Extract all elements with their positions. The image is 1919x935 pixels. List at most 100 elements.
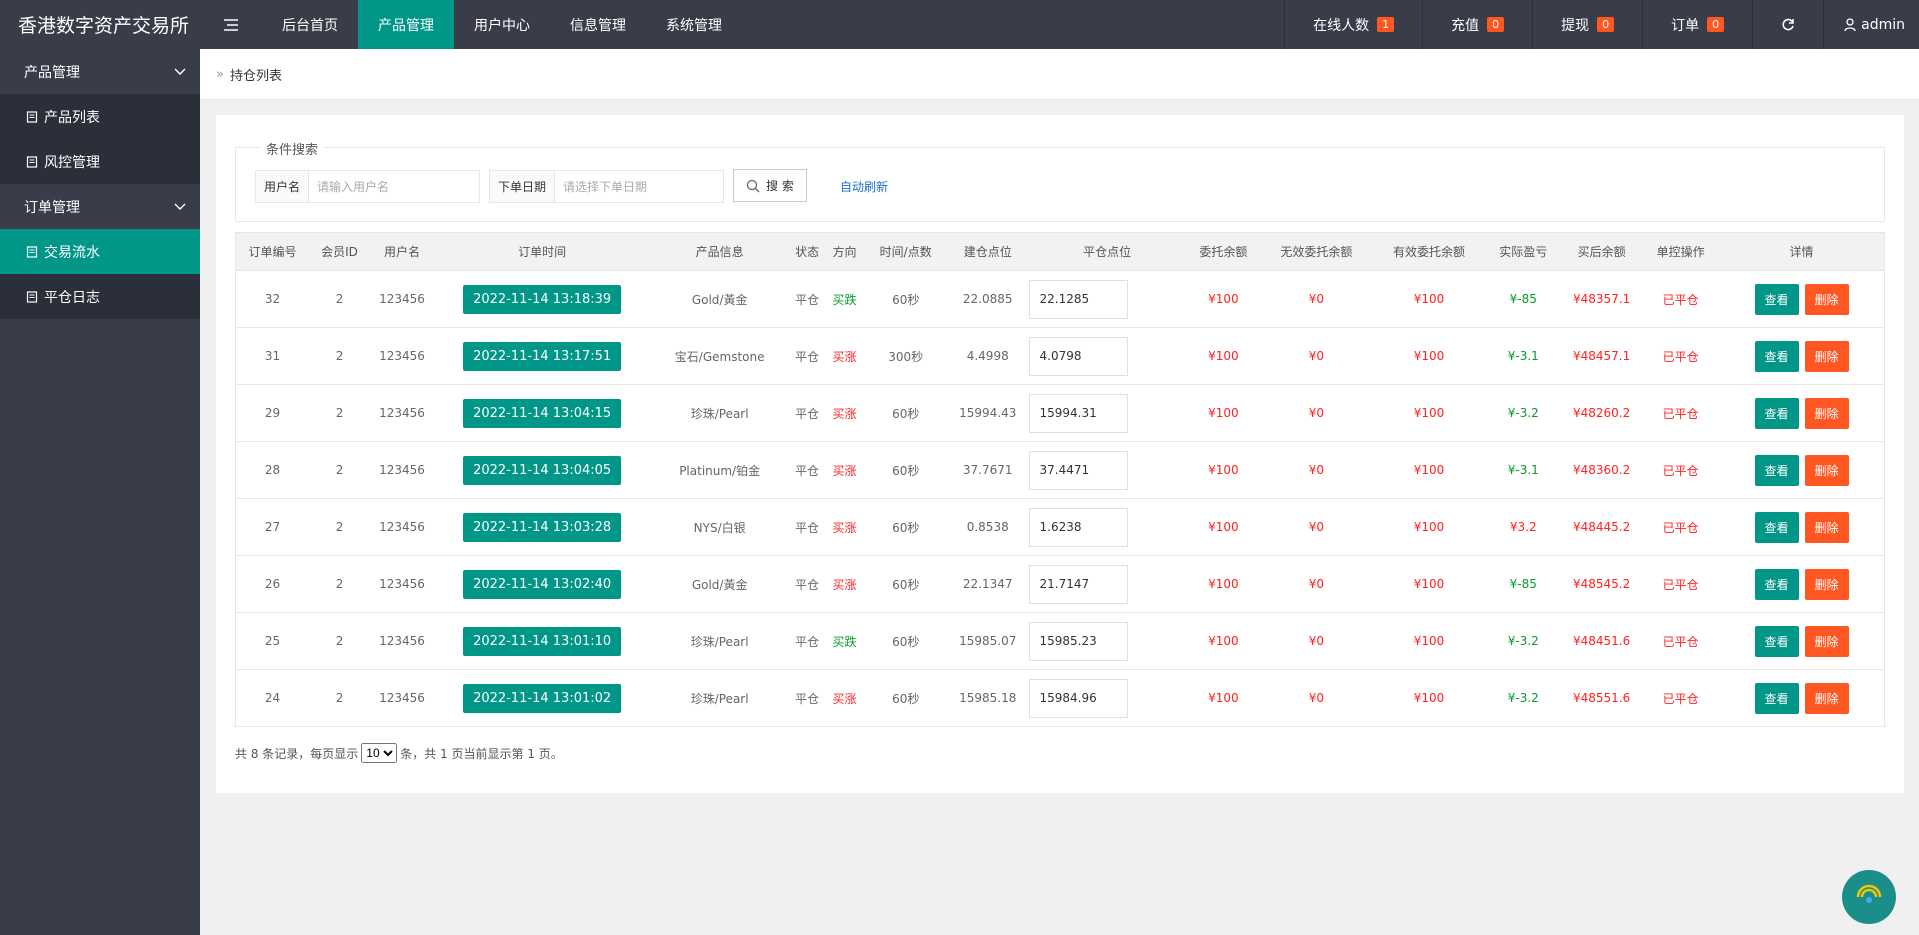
cell: 买涨	[825, 669, 864, 727]
cell: 22.1347	[947, 555, 1028, 613]
cell-text: 平仓	[795, 577, 820, 592]
menu-toggle[interactable]	[200, 0, 262, 49]
refresh[interactable]	[1752, 0, 1823, 49]
nav-item[interactable]: 用户中心	[474, 17, 530, 34]
delete-button[interactable]: 删除	[1804, 283, 1849, 315]
cell: 平仓	[788, 384, 826, 442]
menu-item[interactable]: 交易流水	[0, 229, 200, 274]
close-price-input[interactable]: 4.0798	[1028, 336, 1128, 376]
menu-item-label: 交易流水	[44, 244, 100, 261]
delete-button[interactable]: 删除	[1804, 397, 1849, 429]
search-button[interactable]: 搜 索	[733, 169, 807, 202]
menu-group[interactable]: 产品管理	[0, 49, 200, 94]
cell-text: ¥-3.2	[1507, 634, 1539, 648]
cell-text: ¥3.2	[1509, 520, 1537, 534]
view-button[interactable]: 查看	[1754, 454, 1799, 486]
close-price-input[interactable]: 1.6238	[1028, 507, 1128, 547]
delete-button[interactable]: 删除	[1804, 568, 1849, 600]
cell-text: ¥100	[1208, 577, 1239, 591]
cell: 2	[308, 441, 371, 499]
cell: ¥-85	[1485, 555, 1562, 613]
view-button[interactable]: 查看	[1754, 568, 1799, 600]
cell-text: ¥0	[1308, 349, 1325, 363]
menu-item[interactable]: 产品列表	[0, 94, 200, 139]
column-header: 无效委托余额	[1260, 232, 1373, 271]
cell-text: 15994.43	[959, 406, 1017, 420]
cell-text: 平仓	[795, 634, 820, 649]
delete-button[interactable]: 删除	[1804, 682, 1849, 714]
view-button[interactable]: 查看	[1754, 283, 1799, 315]
delete-button[interactable]: 删除	[1804, 454, 1849, 486]
stat[interactable]: 提现 0	[1532, 0, 1642, 49]
cell: 平仓	[788, 612, 826, 670]
auto-refresh-link[interactable]: 自动刷新	[840, 180, 889, 194]
cell-text: ¥0	[1308, 577, 1325, 591]
cell: 2022-11-14 13:17:51	[433, 327, 651, 385]
cell-text: ¥0	[1308, 634, 1325, 648]
cell-text: 买涨	[832, 520, 857, 535]
cell-text: 2	[335, 691, 344, 705]
user-menu[interactable]: admin	[1823, 0, 1919, 49]
cell: 已平仓	[1642, 669, 1720, 727]
cell: ¥48260.2	[1561, 384, 1643, 442]
menu-group[interactable]: 订单管理	[0, 184, 200, 229]
column-header: 实际盈亏	[1485, 232, 1562, 271]
cell-text: ¥0	[1308, 691, 1325, 705]
actions-cell: 查看 删除	[1719, 441, 1885, 499]
cell: 2	[308, 327, 371, 385]
cell-text: Gold/黃金	[691, 577, 748, 592]
cell-text: ¥100	[1208, 463, 1239, 477]
order-time: 2022-11-14 13:02:40	[463, 569, 622, 599]
menu-item[interactable]: 风控管理	[0, 139, 200, 184]
cell-text: ¥0	[1308, 463, 1325, 477]
menu-item[interactable]: 平仓日志	[0, 274, 200, 319]
close-price-input[interactable]: 15985.23	[1028, 621, 1128, 661]
view-button[interactable]: 查看	[1754, 397, 1799, 429]
view-button[interactable]: 查看	[1754, 625, 1799, 657]
stat[interactable]: 订单 0	[1642, 0, 1752, 49]
cell-text: 已平仓	[1662, 349, 1699, 364]
delete-button[interactable]: 删除	[1804, 511, 1849, 543]
delete-button[interactable]: 删除	[1804, 625, 1849, 657]
close-price-input[interactable]: 15994.31	[1028, 393, 1128, 433]
menu-item-label: 产品列表	[44, 109, 100, 126]
actions-cell: 查看 删除	[1719, 270, 1885, 328]
nav-item[interactable]: 系统管理	[666, 17, 722, 34]
nav-item[interactable]: 后台首页	[282, 17, 338, 34]
cell: 平仓	[788, 498, 826, 556]
username-field[interactable]: 用户名 请输入用户名	[255, 170, 480, 203]
cell: ¥48445.2	[1561, 498, 1643, 556]
nav-item[interactable]: 产品管理	[358, 0, 454, 49]
content-card: 条件搜索 用户名 请输入用户名 下单日期 请选择下单日期 搜 索 自动刷新 订单编号…	[216, 115, 1904, 793]
cell-text: 买涨	[832, 406, 857, 421]
delete-button[interactable]: 删除	[1804, 340, 1849, 372]
cell-text: ¥48451.6	[1572, 634, 1631, 648]
view-button[interactable]: 查看	[1754, 682, 1799, 714]
nav-item[interactable]: 信息管理	[570, 17, 626, 34]
cell-text: 22.1347	[962, 577, 1013, 591]
float-button[interactable]	[1842, 870, 1896, 924]
table-row: 29 2 123456 2022-11-14 13:04:15 珍珠/Pearl 平仓 买涨…	[235, 384, 1885, 442]
date-field[interactable]: 下单日期 请选择下单日期	[489, 170, 724, 203]
cell-text: 123456	[379, 292, 425, 306]
cell-text: Gold/黃金	[691, 292, 748, 307]
float-icon	[1856, 884, 1882, 903]
cell-text: 22.0885	[962, 292, 1013, 306]
column-header: 产品信息	[650, 232, 789, 271]
stat[interactable]: 充值 0	[1422, 0, 1532, 49]
close-price-input[interactable]: 37.4471	[1028, 450, 1128, 490]
cell: ¥100	[1186, 498, 1261, 556]
stat[interactable]: 在线人数 1	[1284, 0, 1422, 49]
close-price-input[interactable]: 15984.96	[1028, 678, 1128, 718]
cell-text: 60秒	[892, 520, 920, 535]
page-size-select[interactable]: 10	[361, 743, 398, 763]
view-button[interactable]: 查看	[1754, 511, 1799, 543]
table-row: 31 2 123456 2022-11-14 13:17:51 宝石/Gemstone 平…	[235, 327, 1885, 385]
close-price-input[interactable]: 22.1285	[1028, 279, 1128, 319]
cell-text: 2	[335, 463, 344, 477]
order-time: 2022-11-14 13:01:02	[463, 683, 622, 713]
view-button[interactable]: 查看	[1754, 340, 1799, 372]
cell: 28	[235, 441, 309, 499]
top-bar: 香港数字资产交易所 后台首页 产品管理 用户中心 信息管理 系统管理 在线人数 1 充值 0 提…	[0, 0, 1919, 49]
close-price-input[interactable]: 21.7147	[1028, 564, 1128, 604]
